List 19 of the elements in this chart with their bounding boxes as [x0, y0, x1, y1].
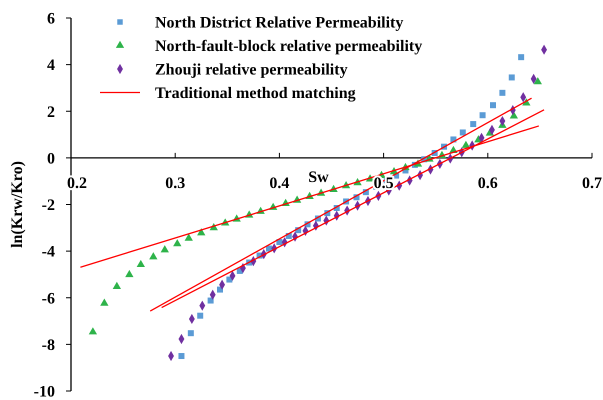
y-tick-label: -4 — [42, 244, 55, 261]
y-tick-label: 6 — [47, 10, 55, 28]
y-tick-label: 4 — [47, 57, 55, 74]
y-tick-label: 2 — [47, 104, 55, 121]
legend-label: North-fault-block relative permeability — [155, 38, 422, 56]
x-axis-title: Sw — [308, 168, 330, 186]
y-tick-label: 0 — [47, 150, 55, 168]
x-tick-label: 0.4 — [269, 174, 290, 192]
legend-label: Zhouji relative permeability — [155, 62, 348, 79]
x-tick-label: 0.3 — [165, 174, 186, 192]
y-tick-label: -8 — [42, 336, 55, 354]
x-tick-label: 0.7 — [582, 174, 602, 192]
x-tick-label: 0.6 — [478, 174, 498, 192]
y-axis-title: ln(Krw/Kro) — [9, 161, 26, 248]
legend-label: Traditional method matching — [155, 85, 356, 102]
legend-label: North District Relative Permeability — [155, 14, 404, 32]
y-tick-label: -10 — [34, 384, 55, 400]
y-tick-label: -2 — [42, 197, 55, 214]
y-tick-label: -6 — [42, 290, 55, 308]
